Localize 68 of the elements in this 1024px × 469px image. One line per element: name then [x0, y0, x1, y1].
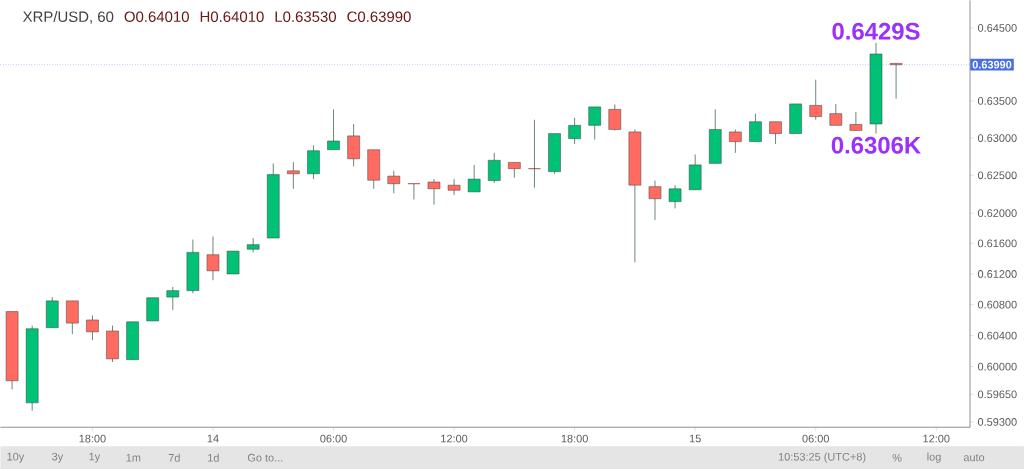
candlestick — [568, 117, 581, 145]
candlestick — [769, 121, 782, 145]
text: auto — [963, 454, 985, 462]
text: 3y — [52, 452, 64, 463]
candlestick — [889, 62, 903, 99]
y-tick-label: 0.64500 — [977, 23, 1017, 32]
y-tick-label: 0.63500 — [977, 96, 1017, 105]
annotation: 0.6306K — [831, 136, 921, 154]
text: log — [927, 452, 941, 463]
text: 1d — [208, 453, 219, 462]
candlestick — [829, 103, 843, 126]
text: 1m — [126, 453, 141, 462]
x-tick-label: 15 — [689, 434, 701, 443]
candlestick — [166, 286, 180, 311]
candlestick — [287, 161, 300, 190]
x-tick-label: 12:00 — [441, 434, 468, 443]
y-tick-label: 0.61600 — [977, 239, 1017, 248]
candlestick — [608, 103, 622, 131]
y-tick-label: 0.63000 — [977, 134, 1017, 142]
text: 10:53:25 (UTC+8) — [778, 452, 866, 463]
annotation: H0.64010 — [200, 11, 264, 22]
y-tick-label: 0.60800 — [977, 300, 1017, 309]
text: 10y — [7, 452, 25, 463]
y-tick-label: 0.60000 — [977, 362, 1017, 371]
candlestick — [66, 300, 79, 335]
annotation: L0.63530 — [275, 11, 337, 22]
x-tick-label: 14 — [207, 434, 219, 443]
y-tick-label: 0.61200 — [977, 270, 1017, 278]
candlestick — [849, 111, 863, 131]
candlestick — [407, 183, 421, 200]
x-tick-label: 18:00 — [79, 434, 106, 443]
y-tick-label: 0.62000 — [977, 209, 1017, 217]
text: XRP/USD, 60 — [22, 10, 114, 24]
annotation: O0.64010 — [124, 11, 189, 22]
y-tick-label: 0.62500 — [977, 171, 1017, 180]
candlestick — [528, 119, 541, 188]
y-tick-label: 0.59650 — [977, 390, 1017, 399]
x-tick-label: 06:00 — [802, 434, 829, 443]
candlestick — [86, 314, 99, 341]
annotation: 0.6429S — [832, 22, 920, 40]
candlestick — [809, 79, 822, 121]
candlestick — [588, 106, 601, 140]
candlestick — [749, 113, 762, 142]
text: % — [892, 453, 902, 462]
candlestick — [307, 144, 320, 180]
annotation: C0.63990 — [347, 11, 411, 22]
candlestick — [668, 184, 682, 209]
text: 1y — [89, 452, 101, 463]
candlestick — [387, 170, 401, 194]
candlestick — [347, 123, 360, 167]
candlestick — [648, 180, 662, 221]
candlestick — [447, 178, 461, 196]
candlestick — [467, 164, 481, 193]
y-tick-label: 0.60400 — [977, 331, 1017, 340]
candlestick — [487, 152, 501, 184]
y-tick-label: 0.59300 — [977, 418, 1017, 426]
candlestick — [146, 297, 159, 322]
candlestick — [226, 250, 240, 275]
candlestick — [427, 178, 441, 205]
ref-line-label: 0.63990 — [972, 60, 1012, 69]
x-tick-label: 18:00 — [561, 434, 588, 443]
text: Go to... — [247, 453, 283, 462]
x-tick-label: 12:00 — [923, 434, 950, 443]
x-tick-label: 06:00 — [320, 434, 347, 443]
text: 7d — [168, 453, 180, 462]
candlestick — [206, 235, 220, 281]
candlestick — [327, 108, 340, 151]
candlestick — [729, 128, 742, 154]
